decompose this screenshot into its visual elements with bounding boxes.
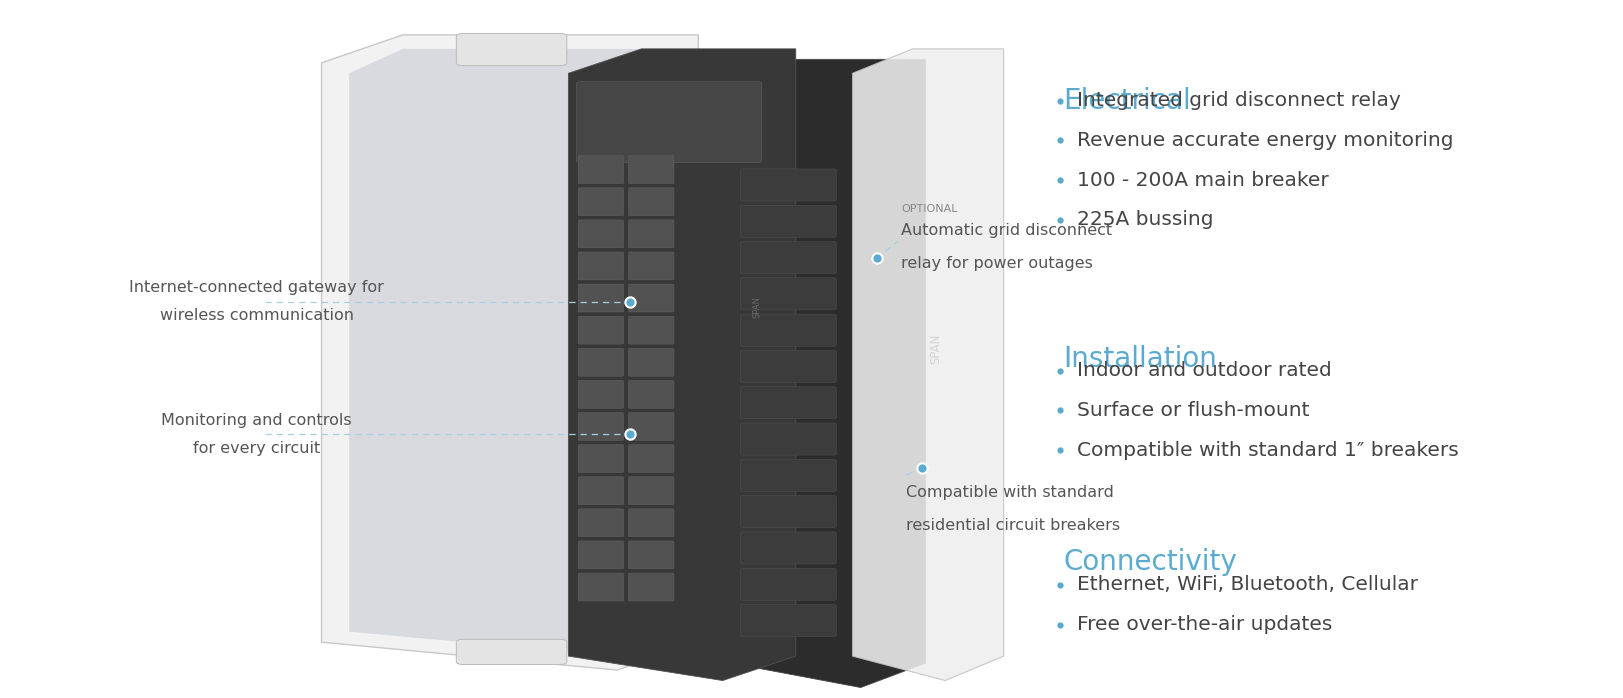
FancyBboxPatch shape — [578, 252, 623, 280]
FancyBboxPatch shape — [628, 509, 674, 537]
Point — [617, 296, 643, 307]
Polygon shape — [568, 49, 795, 681]
FancyBboxPatch shape — [628, 380, 674, 408]
FancyBboxPatch shape — [740, 169, 836, 201]
Text: Surface or flush-mount: Surface or flush-mount — [1076, 401, 1308, 420]
FancyBboxPatch shape — [578, 573, 623, 601]
FancyBboxPatch shape — [628, 220, 674, 248]
FancyBboxPatch shape — [628, 445, 674, 473]
Point — [617, 429, 643, 440]
Polygon shape — [730, 59, 925, 688]
FancyBboxPatch shape — [628, 573, 674, 601]
FancyBboxPatch shape — [628, 284, 674, 312]
Text: Indoor and outdoor rated: Indoor and outdoor rated — [1076, 361, 1331, 380]
Text: Connectivity: Connectivity — [1063, 548, 1237, 576]
FancyBboxPatch shape — [628, 252, 674, 280]
FancyBboxPatch shape — [578, 445, 623, 473]
FancyBboxPatch shape — [578, 380, 623, 408]
FancyBboxPatch shape — [578, 220, 623, 248]
FancyBboxPatch shape — [740, 423, 836, 455]
Polygon shape — [349, 49, 670, 656]
FancyBboxPatch shape — [740, 459, 836, 491]
FancyBboxPatch shape — [740, 496, 836, 528]
Text: wireless communication: wireless communication — [159, 308, 354, 323]
Text: residential circuit breakers: residential circuit breakers — [906, 518, 1120, 533]
Text: Free over-the-air updates: Free over-the-air updates — [1076, 615, 1331, 634]
Point — [909, 462, 935, 473]
FancyBboxPatch shape — [456, 639, 566, 664]
FancyBboxPatch shape — [628, 348, 674, 376]
FancyBboxPatch shape — [578, 348, 623, 376]
FancyBboxPatch shape — [628, 413, 674, 440]
FancyBboxPatch shape — [576, 82, 761, 163]
Text: Ethernet, WiFi, Bluetooth, Cellular: Ethernet, WiFi, Bluetooth, Cellular — [1076, 575, 1417, 595]
FancyBboxPatch shape — [628, 188, 674, 216]
FancyBboxPatch shape — [740, 387, 836, 419]
FancyBboxPatch shape — [740, 314, 836, 346]
FancyBboxPatch shape — [740, 568, 836, 600]
Text: Integrated grid disconnect relay: Integrated grid disconnect relay — [1076, 91, 1399, 110]
Point — [863, 253, 889, 264]
Text: SPAN: SPAN — [751, 296, 761, 318]
FancyBboxPatch shape — [740, 532, 836, 564]
FancyBboxPatch shape — [578, 541, 623, 569]
FancyBboxPatch shape — [628, 156, 674, 184]
Text: SPAN: SPAN — [928, 334, 941, 364]
Text: Installation: Installation — [1063, 346, 1217, 373]
Text: Internet-connected gateway for: Internet-connected gateway for — [130, 280, 383, 295]
Text: Compatible with standard 1″ breakers: Compatible with standard 1″ breakers — [1076, 440, 1457, 460]
Polygon shape — [852, 49, 1003, 681]
FancyBboxPatch shape — [740, 205, 836, 237]
Text: Monitoring and controls: Monitoring and controls — [161, 413, 352, 428]
FancyBboxPatch shape — [740, 278, 836, 310]
Text: Electrical: Electrical — [1063, 87, 1191, 115]
Text: Revenue accurate energy monitoring: Revenue accurate energy monitoring — [1076, 131, 1453, 150]
FancyBboxPatch shape — [578, 156, 623, 184]
FancyBboxPatch shape — [740, 350, 836, 383]
FancyBboxPatch shape — [578, 509, 623, 537]
Text: Compatible with standard: Compatible with standard — [906, 484, 1113, 500]
Polygon shape — [321, 35, 698, 670]
Text: for every circuit: for every circuit — [193, 440, 320, 456]
Text: 100 - 200A main breaker: 100 - 200A main breaker — [1076, 170, 1328, 190]
Text: Automatic grid disconnect: Automatic grid disconnect — [901, 223, 1112, 238]
FancyBboxPatch shape — [578, 284, 623, 312]
FancyBboxPatch shape — [740, 604, 836, 637]
FancyBboxPatch shape — [740, 242, 836, 274]
FancyBboxPatch shape — [628, 477, 674, 505]
FancyBboxPatch shape — [578, 477, 623, 505]
FancyBboxPatch shape — [456, 34, 566, 66]
Text: 225A bussing: 225A bussing — [1076, 210, 1212, 230]
Text: relay for power outages: relay for power outages — [901, 256, 1092, 272]
FancyBboxPatch shape — [578, 316, 623, 344]
FancyBboxPatch shape — [628, 316, 674, 344]
FancyBboxPatch shape — [578, 188, 623, 216]
Text: OPTIONAL: OPTIONAL — [901, 205, 958, 214]
FancyBboxPatch shape — [628, 541, 674, 569]
FancyBboxPatch shape — [578, 413, 623, 440]
